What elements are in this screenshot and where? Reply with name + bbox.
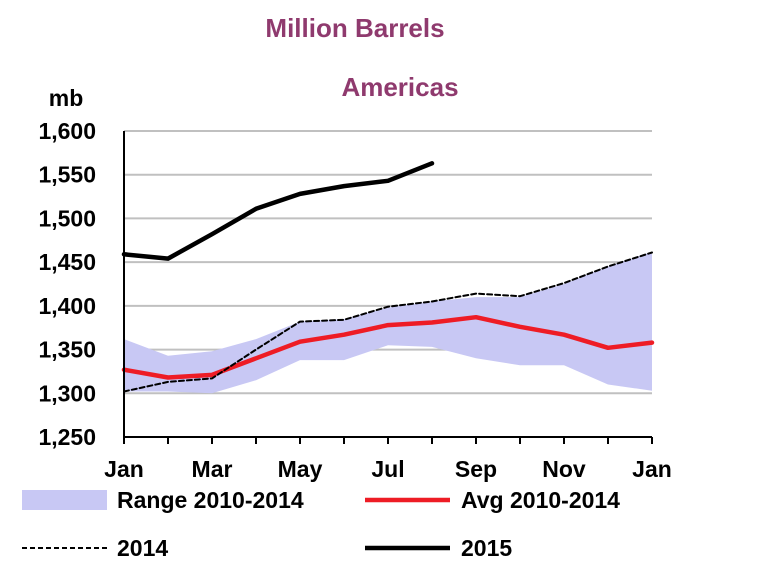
x-tick-label: Jul bbox=[371, 456, 404, 482]
y-tick-label: 1,350 bbox=[38, 337, 96, 363]
legend-item-2015: 2015 bbox=[365, 535, 512, 561]
chart-subtitle: Americas bbox=[341, 72, 458, 102]
legend-swatch-range bbox=[22, 490, 107, 510]
series-line-avg-2010-2014 bbox=[121, 314, 655, 380]
x-tick-label: Nov bbox=[542, 456, 586, 482]
axes bbox=[123, 131, 653, 444]
x-axis-ticks: Jan Mar May Jul Sep Nov Jan bbox=[104, 456, 672, 482]
legend-label-avg: Avg 2010-2014 bbox=[461, 487, 620, 513]
range-area bbox=[124, 251, 652, 394]
x-tick-label: Jan bbox=[632, 456, 672, 482]
x-tick-label: Mar bbox=[192, 456, 233, 482]
y-tick-label: 1,550 bbox=[38, 162, 96, 188]
y-axis-ticks: 1,250 1,300 1,350 1,400 1,450 1,500 1,550 1,600 bbox=[38, 118, 96, 450]
y-tick-label: 1,250 bbox=[38, 424, 96, 450]
y-tick-label: 1,600 bbox=[38, 118, 96, 144]
series-line-2015 bbox=[121, 161, 435, 261]
legend-item-range: Range 2010-2014 bbox=[22, 487, 304, 513]
y-tick-label: 1,300 bbox=[38, 380, 96, 406]
legend-item-avg: Avg 2010-2014 bbox=[365, 487, 620, 513]
y-axis-unit-label: mb bbox=[49, 85, 84, 111]
x-tick-label: May bbox=[278, 456, 323, 482]
legend-label-2014: 2014 bbox=[117, 535, 168, 561]
y-tick-label: 1,450 bbox=[38, 249, 96, 275]
y-tick-label: 1,400 bbox=[38, 293, 96, 319]
legend: Range 2010-2014 Avg 2010-2014 2014 2015 bbox=[22, 487, 620, 561]
series-line-2014 bbox=[123, 251, 653, 393]
x-tick-label: Sep bbox=[455, 456, 497, 482]
x-tick-label: Jan bbox=[104, 456, 144, 482]
legend-label-2015: 2015 bbox=[461, 535, 512, 561]
chart-title: Million Barrels bbox=[265, 13, 444, 43]
legend-label-range: Range 2010-2014 bbox=[117, 487, 304, 513]
y-tick-label: 1,500 bbox=[38, 205, 96, 231]
range-area-layer bbox=[124, 251, 652, 394]
series-lines-layer bbox=[121, 161, 655, 393]
legend-item-2014: 2014 bbox=[22, 535, 168, 561]
